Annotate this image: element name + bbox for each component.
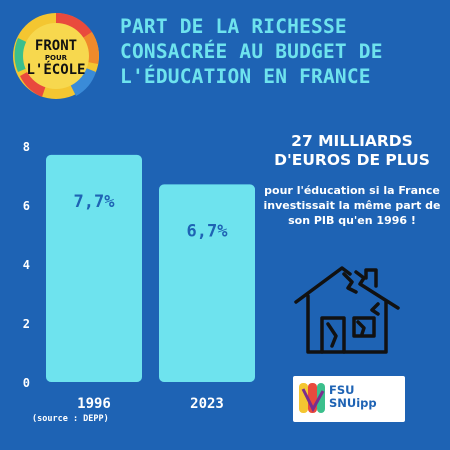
logo-name-line-2: SNUipp — [329, 396, 377, 410]
subtext-line-3: son PIB qu'en 1996 ! — [288, 214, 416, 227]
bar-2023 — [159, 184, 255, 382]
headline-line-2: D'EUROS DE PLUS — [274, 151, 430, 169]
data-label-2023: 6,7% — [187, 221, 229, 241]
fsu-logo-mark — [299, 383, 325, 413]
badge-graphic: FRONT POUR L'ÉCOLE — [13, 12, 99, 99]
title-line-1: PART DE LA RICHESSE — [120, 15, 347, 38]
y-tick-label-4: 4 — [23, 258, 30, 272]
x-tick-label-2023: 2023 — [190, 396, 224, 412]
subtext-line-1: pour l'éducation si la France — [264, 184, 440, 197]
logo-name-line-1: FSU — [329, 383, 355, 397]
bar-1996 — [46, 154, 142, 382]
y-tick-label-2: 2 — [23, 317, 30, 331]
headline: 27 MILLIARDS D'EUROS DE PLUS — [262, 132, 442, 170]
y-tick-label-8: 8 — [23, 140, 30, 154]
source-note: (source : DEPP) — [32, 414, 109, 424]
subtext: pour l'éducation si la France investissa… — [262, 183, 442, 228]
y-tick-label-0: 0 — [23, 376, 30, 390]
bar-chart: 0 2 4 6 8 7,7% 1996 6,7% 2023 — [23, 140, 255, 412]
y-tick-label-6: 6 — [23, 199, 30, 213]
subtext-line-2: investissait la même part de — [263, 199, 441, 212]
x-tick-label-1996: 1996 — [77, 396, 111, 412]
title-line-3: L'ÉDUCATION EN FRANCE — [120, 65, 371, 88]
headline-line-1: 27 MILLIARDS — [291, 132, 413, 150]
badge-line-pour: POUR — [45, 54, 68, 62]
fsu-snuipp-logo: FSU SNUipp — [293, 376, 405, 422]
data-label-1996: 7,7% — [74, 192, 116, 212]
page-title: PART DE LA RICHESSE CONSACRÉE AU BUDGET … — [120, 14, 440, 89]
badge-line-front: FRONT — [35, 38, 77, 54]
badge-line-ecole: L'ÉCOLE — [26, 61, 85, 78]
logo-text: FSU SNUipp — [329, 384, 377, 410]
title-line-2: CONSACRÉE AU BUDGET DE — [120, 40, 383, 63]
front-pour-ecole-badge: FRONT POUR L'ÉCOLE — [12, 12, 100, 100]
broken-house-icon — [292, 262, 402, 356]
